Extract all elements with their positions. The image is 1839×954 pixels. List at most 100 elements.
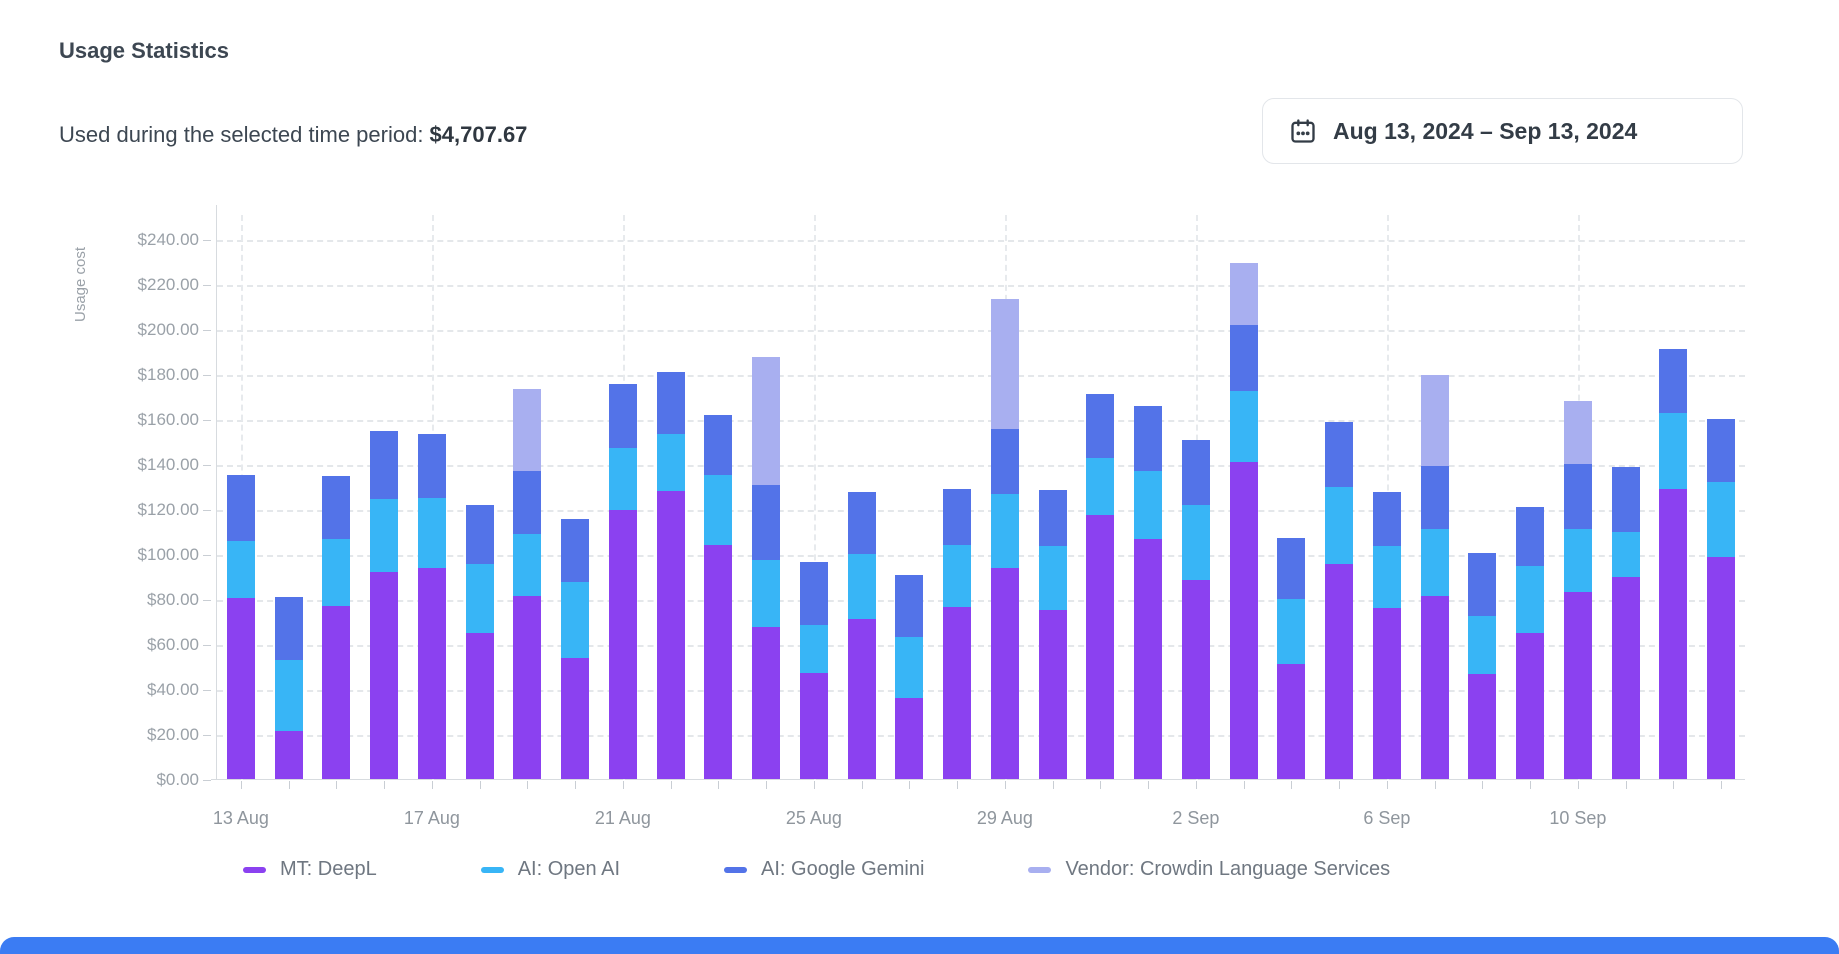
bar-19-aug[interactable] [513, 388, 542, 779]
bar-segment[interactable] [1516, 632, 1545, 779]
bar-segment[interactable] [1420, 466, 1449, 530]
bar-31-aug[interactable] [1086, 394, 1115, 779]
legend-item[interactable]: Vendor: Crowdin Language Services [1028, 858, 1390, 881]
bar-segment[interactable] [1468, 615, 1497, 675]
bar-segment[interactable] [1516, 506, 1545, 567]
bar-segment[interactable] [1372, 546, 1401, 608]
bar-segment[interactable] [1086, 458, 1115, 515]
bar-segment[interactable] [656, 433, 685, 491]
bar-segment[interactable] [1086, 394, 1115, 459]
bar-segment[interactable] [943, 606, 972, 779]
bar-segment[interactable] [752, 559, 781, 628]
bar-segment[interactable] [1420, 529, 1449, 596]
bar-segment[interactable] [1038, 489, 1067, 547]
bar-segment[interactable] [990, 298, 1019, 430]
bar-segment[interactable] [895, 698, 924, 779]
bar-segment[interactable] [895, 575, 924, 638]
bar-14-aug[interactable] [274, 596, 303, 779]
bar-segment[interactable] [513, 388, 542, 471]
bar-segment[interactable] [1563, 592, 1592, 779]
bar-segment[interactable] [1181, 504, 1210, 580]
bar-segment[interactable] [704, 545, 733, 779]
bar-4-sep[interactable] [1277, 538, 1306, 779]
bar-1-sep[interactable] [1134, 405, 1163, 779]
bar-segment[interactable] [990, 494, 1019, 568]
bar-segment[interactable] [1563, 529, 1592, 593]
bar-13-aug[interactable] [226, 475, 255, 779]
bar-segment[interactable] [1563, 401, 1592, 464]
bar-segment[interactable] [1325, 486, 1354, 565]
bar-13-sep[interactable] [1707, 419, 1736, 779]
bar-segment[interactable] [561, 519, 590, 583]
bar-segment[interactable] [561, 657, 590, 779]
bar-segment[interactable] [799, 561, 828, 625]
bar-segment[interactable] [226, 475, 255, 541]
bar-segment[interactable] [417, 497, 446, 568]
bar-segment[interactable] [1611, 531, 1640, 577]
bar-segment[interactable] [1611, 576, 1640, 779]
bar-segment[interactable] [799, 624, 828, 674]
bar-segment[interactable] [1038, 610, 1067, 779]
bar-segment[interactable] [608, 384, 637, 449]
bar-segment[interactable] [752, 485, 781, 560]
bar-segment[interactable] [1468, 552, 1497, 616]
bar-24-aug[interactable] [752, 357, 781, 779]
bar-5-sep[interactable] [1325, 422, 1354, 779]
bar-2-sep[interactable] [1181, 440, 1210, 779]
bar-segment[interactable] [1229, 390, 1258, 462]
bar-segment[interactable] [417, 567, 446, 779]
bar-26-aug[interactable] [847, 492, 876, 779]
bar-segment[interactable] [465, 632, 494, 779]
bar-18-aug[interactable] [465, 504, 494, 779]
bar-segment[interactable] [1516, 566, 1545, 633]
bar-segment[interactable] [704, 475, 733, 545]
bar-12-sep[interactable] [1659, 349, 1688, 779]
bar-segment[interactable] [1277, 538, 1306, 599]
bar-segment[interactable] [1277, 599, 1306, 665]
bar-segment[interactable] [417, 433, 446, 498]
bar-segment[interactable] [561, 582, 590, 658]
bar-segment[interactable] [1707, 419, 1736, 482]
bar-segment[interactable] [465, 504, 494, 565]
bar-segment[interactable] [943, 545, 972, 607]
bar-segment[interactable] [608, 448, 637, 511]
bar-23-aug[interactable] [704, 414, 733, 779]
bar-25-aug[interactable] [799, 561, 828, 779]
bar-segment[interactable] [1372, 492, 1401, 547]
bar-segment[interactable] [370, 498, 399, 572]
bar-segment[interactable] [1229, 324, 1258, 391]
bar-segment[interactable] [1659, 413, 1688, 489]
bar-segment[interactable] [513, 533, 542, 596]
bar-segment[interactable] [370, 572, 399, 779]
bar-segment[interactable] [1659, 349, 1688, 414]
bar-segment[interactable] [513, 595, 542, 779]
bar-20-aug[interactable] [561, 519, 590, 779]
bar-segment[interactable] [1325, 422, 1354, 487]
bar-7-sep[interactable] [1420, 375, 1449, 779]
bar-8-sep[interactable] [1468, 552, 1497, 779]
bar-3-sep[interactable] [1229, 262, 1258, 779]
bar-segment[interactable] [1372, 608, 1401, 779]
bar-segment[interactable] [370, 431, 399, 499]
legend-item[interactable]: MT: DeepL [243, 858, 377, 881]
date-range-button[interactable]: Aug 13, 2024 – Sep 13, 2024 [1262, 98, 1743, 164]
bar-segment[interactable] [322, 605, 351, 779]
legend-item[interactable]: AI: Google Gemini [724, 858, 924, 881]
bar-segment[interactable] [704, 414, 733, 476]
bar-segment[interactable] [226, 597, 255, 779]
bar-segment[interactable] [895, 637, 924, 698]
bar-segment[interactable] [656, 491, 685, 779]
bar-segment[interactable] [1086, 514, 1115, 779]
bar-segment[interactable] [274, 659, 303, 731]
bar-17-aug[interactable] [417, 433, 446, 779]
bar-segment[interactable] [752, 357, 781, 486]
bar-10-sep[interactable] [1563, 401, 1592, 779]
bar-segment[interactable] [847, 554, 876, 620]
bar-28-aug[interactable] [943, 488, 972, 779]
bar-21-aug[interactable] [608, 384, 637, 779]
bar-segment[interactable] [990, 429, 1019, 495]
bar-15-aug[interactable] [322, 476, 351, 779]
bar-27-aug[interactable] [895, 575, 924, 779]
bar-segment[interactable] [1420, 595, 1449, 779]
bar-segment[interactable] [656, 371, 685, 434]
